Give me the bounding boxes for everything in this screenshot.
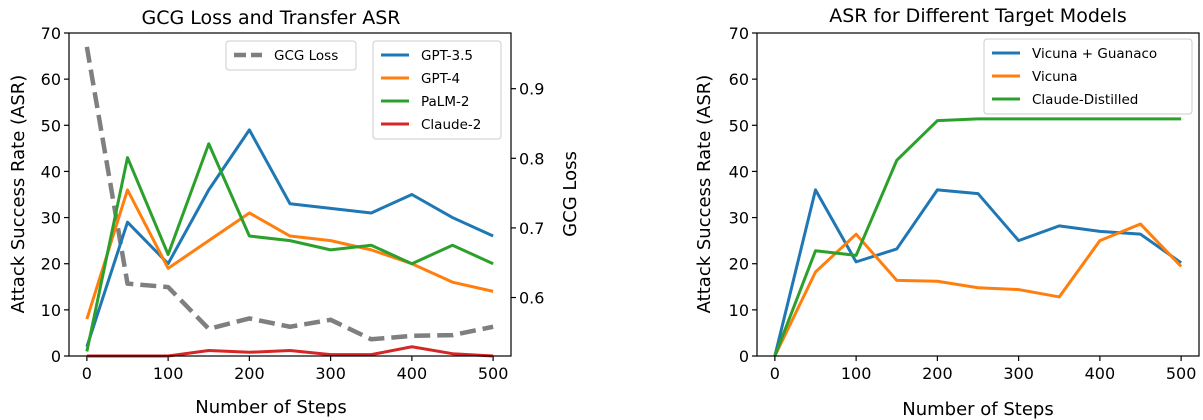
y2-tick-label: 0.7 — [519, 219, 544, 238]
chart-title: GCG Loss and Transfer ASR — [142, 7, 401, 29]
x-axis-label: Number of Steps — [195, 397, 346, 418]
legend-box — [983, 38, 1193, 115]
chart-asr-target-models: ASR for Different Target Models Number o… — [694, 5, 1200, 420]
y-axis-label: Attack Success Rate (ASR) — [8, 75, 29, 314]
y-axis-label: Attack Success Rate (ASR) — [694, 75, 715, 314]
legend: Vicuna + Guanaco Vicuna Claude-Distilled — [983, 38, 1193, 115]
legend-entry: Vicuna + Guanaco — [1032, 46, 1157, 62]
legend-entry: Vicuna — [1032, 69, 1078, 85]
legend-box — [225, 40, 357, 71]
y-tick-label: 20 — [729, 255, 749, 274]
legend-entry: GPT-3.5 — [421, 48, 473, 64]
x-tick-label: 200 — [234, 364, 265, 383]
legend: GCG Loss — [225, 40, 357, 71]
x-tick-label: 500 — [1166, 364, 1197, 383]
x-tick-label: 400 — [1085, 364, 1116, 383]
series-line-vicuna — [773, 222, 1183, 357]
y-tick-label: 0 — [51, 347, 61, 366]
x-tick-label: 300 — [1003, 364, 1034, 383]
x-tick-label: 200 — [922, 364, 953, 383]
y-tick-label: 50 — [729, 116, 749, 135]
legend-entry: Claude-2 — [421, 117, 481, 133]
legend: GPT-3.5 GPT-4 PaLM-2 Claude-2 — [372, 40, 502, 140]
plot-frame — [756, 32, 1200, 357]
y2-tick-label: 0.9 — [519, 80, 544, 99]
x-tick-label: 0 — [770, 364, 780, 383]
legend-entry: PaLM-2 — [421, 94, 469, 110]
y-tick-label: 0 — [739, 347, 749, 366]
y-tick-label: 60 — [41, 70, 61, 89]
x-tick-label: 400 — [397, 364, 428, 383]
series-line-vicuna-guanaco — [773, 188, 1182, 357]
y-tick-label: 60 — [729, 70, 749, 89]
y-tick-label: 30 — [729, 209, 749, 228]
series-line-gpt-4 — [85, 188, 494, 320]
legend-entry: GCG Loss — [274, 48, 338, 64]
legend-entry: GPT-4 — [421, 71, 460, 87]
y-tick-label: 40 — [729, 162, 749, 181]
x-tick-label: 500 — [478, 364, 509, 383]
x-tick-label: 100 — [153, 364, 184, 383]
series-line-palm-2 — [85, 142, 494, 352]
y-tick-label: 40 — [41, 162, 61, 181]
y-tick-label: 20 — [41, 255, 61, 274]
y-tick-label: 70 — [729, 24, 749, 43]
y-tick-label: 10 — [729, 301, 749, 320]
series-line-claude-distilled — [773, 117, 1182, 357]
y-tick-label: 10 — [41, 301, 61, 320]
legend-entry: Claude-Distilled — [1032, 92, 1138, 108]
y2-axis-label: GCG Loss — [560, 151, 581, 237]
y2-tick-label: 0.8 — [519, 149, 544, 168]
chart-gcg-loss-transfer-asr: GCG Loss and Transfer ASR Number of Step… — [8, 7, 581, 418]
y-tick-label: 70 — [41, 24, 61, 43]
y-tick-label: 50 — [41, 116, 61, 135]
x-tick-label: 0 — [82, 364, 92, 383]
y-tick-label: 30 — [41, 209, 61, 228]
x-axis-label: Number of Steps — [902, 399, 1053, 420]
y2-tick-label: 0.6 — [519, 289, 544, 308]
legend-box — [372, 40, 502, 140]
x-tick-label: 300 — [315, 364, 346, 383]
x-tick-label: 100 — [841, 364, 872, 383]
series-line-gcg-loss — [84, 46, 494, 342]
series-line-gpt-3-5 — [85, 128, 494, 348]
series-line-claude-2 — [86, 345, 494, 358]
chart-title: ASR for Different Target Models — [829, 5, 1127, 27]
plot-frame — [68, 32, 512, 357]
